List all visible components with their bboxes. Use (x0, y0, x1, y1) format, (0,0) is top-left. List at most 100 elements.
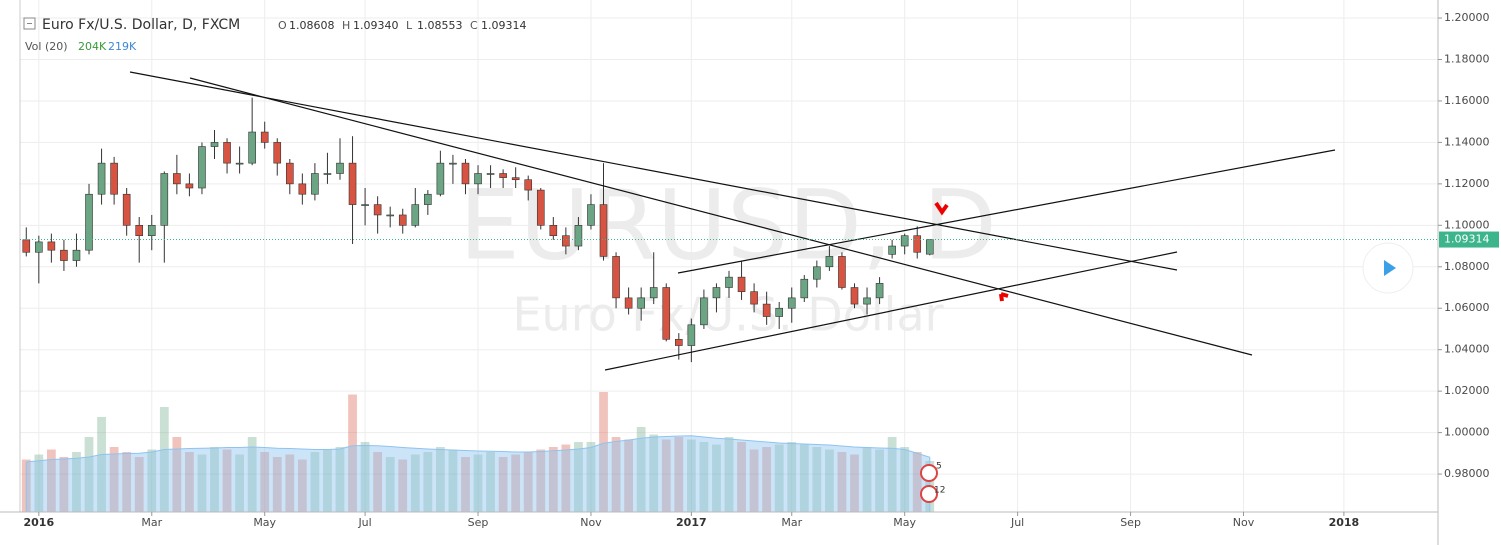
candle-body (348, 162, 357, 205)
volume-bar (812, 447, 822, 512)
candle-body (499, 173, 507, 178)
x-tick-label: Sep (1120, 516, 1141, 529)
candle-body (398, 214, 407, 226)
volume-bar (900, 447, 910, 512)
volume-bar (536, 449, 546, 512)
volume-indicator: Vol (20) (25, 40, 68, 53)
volume-bar (511, 454, 521, 512)
volume-bar (297, 459, 307, 512)
candle-body (210, 142, 219, 147)
candle-body (436, 162, 445, 195)
event-count: 12 (934, 486, 945, 496)
volume-bar (574, 442, 583, 512)
x-tick-label: May (893, 516, 916, 529)
candle-body (637, 297, 645, 309)
volume-bar (599, 392, 608, 512)
volume-bar (34, 454, 44, 512)
event-icon[interactable] (920, 464, 938, 482)
candle-body (624, 297, 633, 309)
volume-bar (636, 427, 646, 512)
volume-bar (385, 457, 395, 512)
candle-body (147, 225, 156, 236)
y-tick-label: 0.98000 (1444, 467, 1490, 480)
candle-body (424, 193, 432, 205)
candle-body (825, 256, 834, 268)
volume-bar (247, 437, 257, 512)
volume-bar (649, 434, 659, 512)
volume-bar (611, 437, 621, 512)
event-icon[interactable] (920, 485, 938, 503)
volume-bar (210, 447, 219, 512)
candle-body (235, 162, 244, 165)
volume-bar (310, 452, 320, 512)
candles (22, 97, 934, 363)
volume-bar (222, 449, 232, 512)
candle-body (800, 278, 809, 299)
volume-bar (887, 437, 897, 512)
candle-body (838, 256, 846, 288)
candle-body (85, 193, 93, 251)
volume-bar (737, 442, 746, 512)
y-tick-label: 1.10000 (1444, 218, 1490, 231)
candle-body (712, 287, 721, 299)
volume-bar (272, 457, 282, 512)
volume-bar (561, 444, 571, 512)
volume-bar (72, 452, 81, 512)
volume-bar (348, 394, 357, 512)
candle-body (285, 162, 294, 185)
candle-body (700, 297, 708, 326)
y-tick-label: 1.02000 (1444, 384, 1490, 397)
trend-lines (129, 71, 1336, 371)
x-tick-label: 2017 (676, 516, 707, 529)
candle-body (160, 173, 169, 226)
y-tick-label: 1.12000 (1444, 177, 1490, 190)
volume-bar (548, 447, 558, 512)
volume-bar (586, 442, 596, 512)
volume-bar (837, 452, 847, 512)
volume-bar (159, 407, 169, 512)
ohlc-legend: O 1.08608 H 1.09340 L 1.08553 C 1.09314 (278, 19, 527, 32)
x-tick-label: Mar (141, 516, 162, 529)
candle-body (248, 131, 256, 164)
volume-ma-area (25, 435, 931, 513)
candle-body (35, 241, 43, 253)
candle-body (298, 183, 307, 195)
candle-body (122, 193, 131, 226)
watermark-ticker: EURUSD, D (459, 169, 997, 281)
candle-body (486, 173, 495, 175)
volume-bar (360, 442, 370, 512)
y-tick-label: 1.20000 (1444, 11, 1490, 24)
candle-body (574, 225, 583, 247)
candle-body (223, 142, 231, 164)
y-tick-label: 1.04000 (1444, 343, 1490, 356)
candle-body (875, 283, 884, 299)
volume-value: 204K (78, 40, 107, 53)
ohlc-value: 1.09340 (353, 19, 399, 32)
volume-bar (373, 452, 383, 512)
candle-body (649, 287, 658, 299)
candle-body (273, 142, 282, 164)
volume-bar (862, 447, 872, 512)
volume-bar (724, 437, 734, 512)
candle-body (260, 131, 269, 143)
candle-body (336, 162, 344, 174)
ohlc-key: L (406, 19, 413, 32)
candle-body (373, 204, 382, 216)
x-tick-label: Mar (781, 516, 802, 529)
candle-body (913, 235, 922, 253)
candle-body (323, 173, 332, 175)
volume-bar (260, 452, 270, 512)
candle-body (562, 235, 570, 247)
candle-body (461, 162, 470, 185)
candle-body (813, 266, 821, 280)
candle-body (135, 225, 144, 236)
volume-bar (624, 439, 634, 512)
candle-body (173, 173, 181, 185)
volume-bar (335, 447, 345, 512)
volume-bar (398, 459, 408, 512)
x-tick-label: Jul (1010, 516, 1024, 529)
volume-bar (448, 449, 458, 512)
volume-bar (423, 452, 433, 512)
